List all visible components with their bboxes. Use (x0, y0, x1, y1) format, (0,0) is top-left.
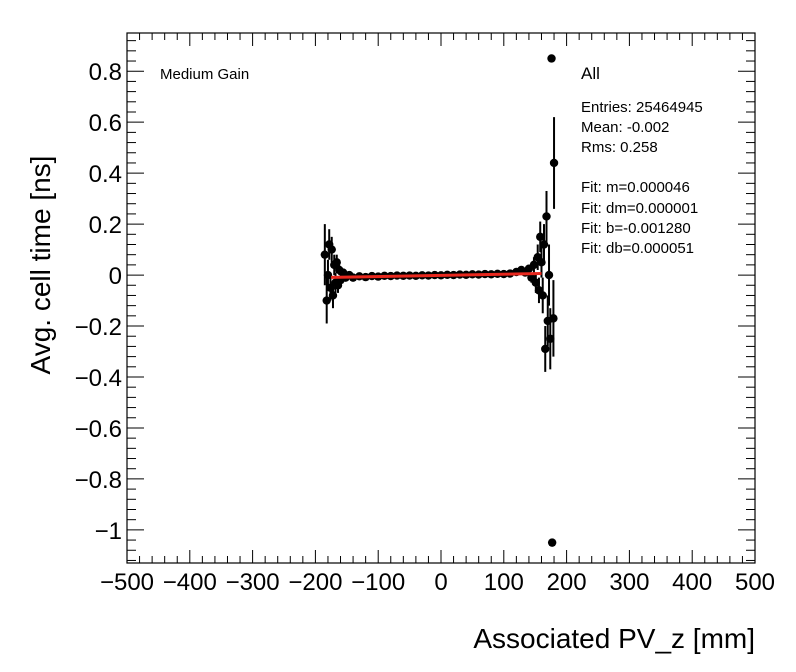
stats-box: All Entries: 25464945 Mean: -0.002 Rms: … (581, 64, 703, 257)
y-tick-label: 0.4 (89, 161, 122, 188)
data-point (322, 296, 331, 305)
x-tick-label: 100 (484, 569, 524, 596)
data-point (549, 314, 558, 323)
data-point (536, 232, 545, 242)
tick-labels: −500 −400 −300 −200 −100 0 100 200 300 400 500 0.8 0… (75, 59, 775, 596)
x-tick-label: 0 (434, 569, 447, 596)
data-point (328, 291, 338, 300)
data-point (538, 291, 547, 300)
stats-entries: Entries: 25464945 (581, 99, 703, 116)
data-point (542, 212, 551, 221)
data-point (546, 334, 555, 343)
data-point (544, 270, 554, 280)
y-tick-label: 0 (109, 263, 122, 290)
x-tick-label: −100 (351, 569, 405, 596)
y-tick-label: −0.6 (75, 416, 122, 443)
x-tick-label: 400 (672, 569, 712, 596)
data-point (332, 258, 341, 267)
data-point (531, 278, 541, 287)
stats-title: All (581, 64, 600, 83)
stats-mean: Mean: -0.002 (581, 119, 669, 136)
y-tick-label: 0.8 (89, 59, 122, 86)
gain-annotation: Medium Gain (160, 66, 249, 83)
data-point (541, 344, 550, 354)
data-point (547, 54, 556, 63)
x-tick-label: −200 (288, 569, 342, 596)
fit-line (331, 272, 542, 279)
x-tick-label: 500 (735, 569, 775, 596)
stats-fit-m: Fit: m=0.000046 (581, 179, 690, 196)
stats-fit-db: Fit: db=0.000051 (581, 240, 694, 257)
y-tick-label: −0.2 (75, 314, 122, 341)
data-point (327, 245, 336, 254)
x-tick-label: −300 (226, 569, 280, 596)
data-point (529, 260, 539, 270)
data-point (547, 538, 557, 547)
y-tick-label: −1 (95, 518, 122, 545)
y-tick-label: −0.8 (75, 467, 122, 494)
x-tick-label: −500 (100, 569, 154, 596)
x-tick-label: 200 (547, 569, 587, 596)
y-tick-label: 0.6 (89, 110, 122, 137)
data-point (549, 158, 559, 168)
x-tick-label: −400 (163, 569, 217, 596)
plot-frame (126, 32, 756, 564)
data-point (320, 250, 330, 259)
y-axis-label: Avg. cell time [ns] (25, 156, 56, 375)
x-axis-label: Associated PV_z [mm] (473, 623, 755, 654)
stats-fit-b: Fit: b=-0.001280 (581, 220, 691, 237)
data-point (539, 240, 549, 249)
data-points (320, 54, 559, 547)
stats-fit-dm: Fit: dm=0.000001 (581, 200, 698, 217)
axis-ticks (126, 33, 756, 563)
y-tick-label: −0.4 (75, 365, 122, 392)
y-tick-label: 0.2 (89, 212, 122, 239)
stats-rms: Rms: 0.258 (581, 139, 658, 156)
x-tick-label: 300 (609, 569, 649, 596)
